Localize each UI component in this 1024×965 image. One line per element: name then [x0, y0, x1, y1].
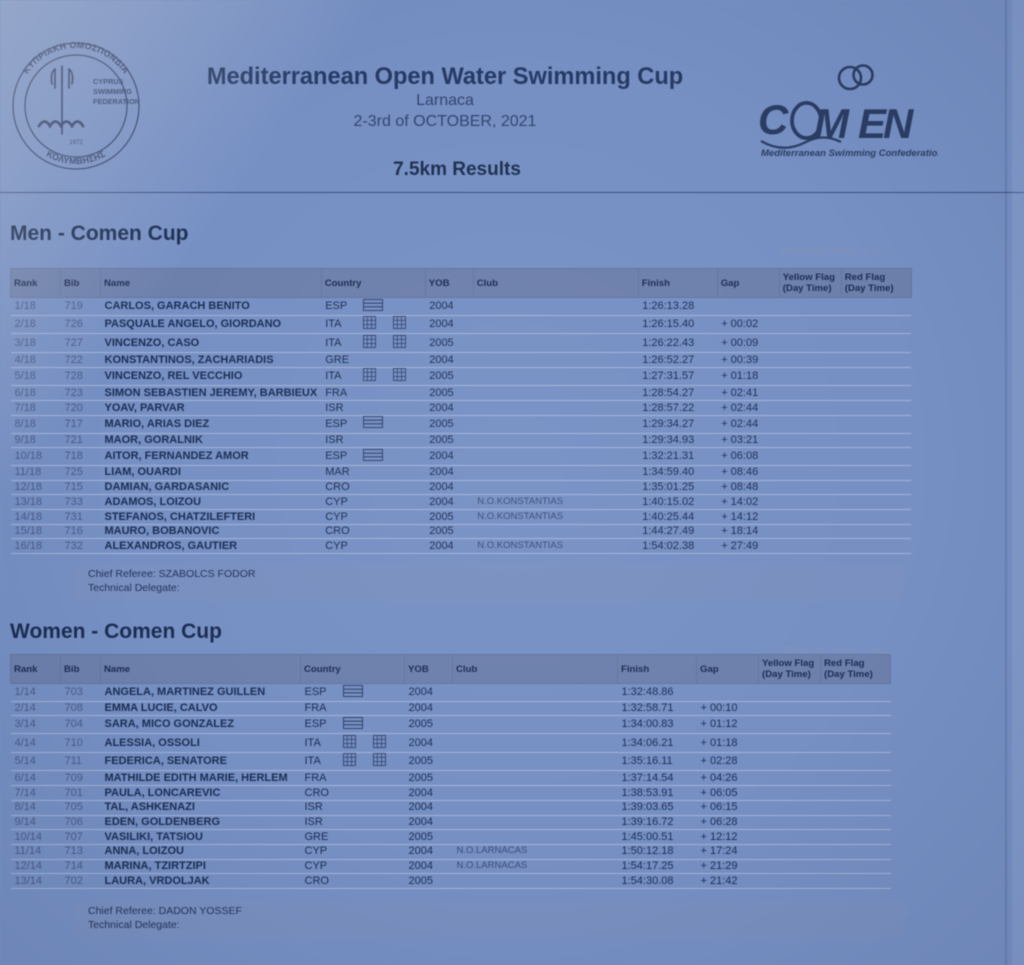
- svg-text:M: M: [814, 100, 850, 147]
- svg-text:1972: 1972: [69, 140, 83, 146]
- svg-text:Mediterranean Swimming Confede: Mediterranean Swimming Confederation: [761, 148, 938, 159]
- svg-text:C: C: [758, 96, 789, 143]
- svg-text:EN: EN: [858, 100, 915, 147]
